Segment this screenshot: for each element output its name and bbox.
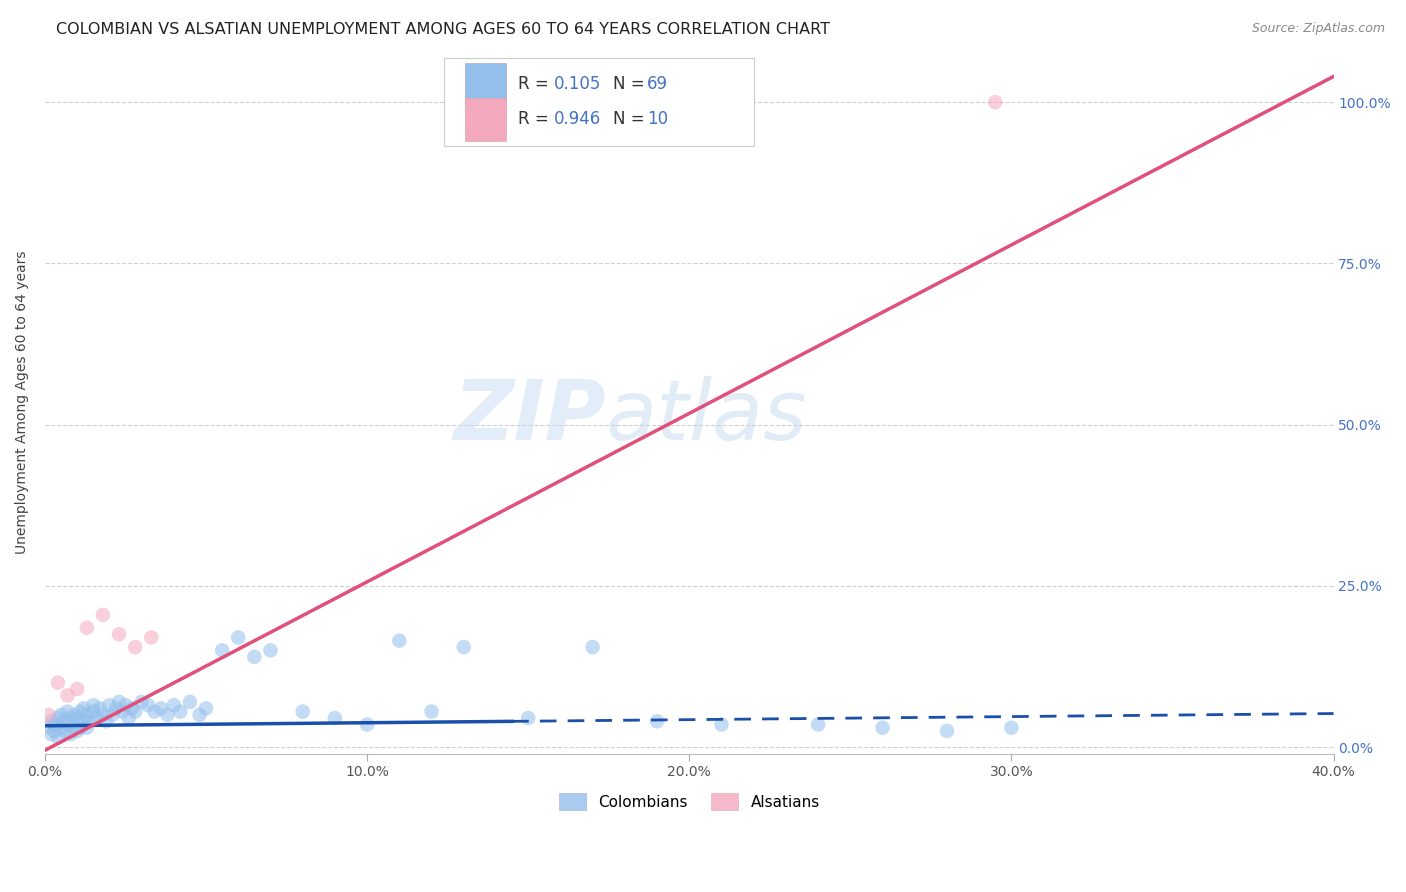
Point [807,717,830,731]
Point [259,643,281,657]
Legend: Colombians, Alsatians: Colombians, Alsatians [553,788,825,816]
Point [101,707,124,722]
Point [195,701,218,715]
Point [323,711,346,725]
Point [41,727,63,741]
Point [69,721,91,735]
Text: R =: R = [517,111,554,128]
Point [984,95,1007,110]
Point [136,698,159,713]
Point [56,689,79,703]
Point [56,717,79,731]
Text: COLOMBIAN VS ALSATIAN UNEMPLOYMENT AMONG AGES 60 TO 64 YEARS CORRELATION CHART: COLOMBIAN VS ALSATIAN UNEMPLOYMENT AMONG… [56,22,830,37]
Text: 0.946: 0.946 [554,111,602,128]
Point [72,714,94,729]
Point [163,698,186,713]
Y-axis label: Unemployment Among Ages 60 to 64 years: Unemployment Among Ages 60 to 64 years [15,251,30,554]
Point [69,705,91,719]
Point [56,705,79,719]
Point [111,705,134,719]
Point [645,714,668,729]
Point [37,721,59,735]
Point [114,698,136,713]
Point [98,698,121,713]
Point [517,711,540,725]
Point [66,723,89,738]
Point [108,695,131,709]
Point [53,723,76,738]
Text: ZIP: ZIP [453,376,606,457]
Point [124,705,146,719]
Point [872,721,894,735]
Point [46,731,69,745]
Point [82,705,104,719]
Text: 0.105: 0.105 [554,75,602,93]
Text: N =: N = [613,111,650,128]
Point [108,627,131,641]
Point [96,714,118,729]
Point [66,681,89,696]
Point [156,707,179,722]
Point [89,701,111,715]
Point [291,705,314,719]
Point [118,711,141,725]
Point [41,714,63,729]
Point [243,649,266,664]
Point [37,707,59,722]
Point [91,707,114,722]
Point [59,711,82,725]
Point [76,621,98,635]
Text: Source: ZipAtlas.com: Source: ZipAtlas.com [1251,22,1385,36]
Point [86,711,108,725]
Point [453,640,475,654]
Point [388,633,411,648]
Point [76,707,98,722]
Point [63,721,86,735]
FancyBboxPatch shape [465,98,506,141]
Point [179,695,201,709]
Point [82,698,104,713]
Text: N =: N = [613,75,650,93]
Point [420,705,443,719]
Point [143,705,166,719]
Text: R =: R = [517,75,554,93]
Point [63,707,86,722]
Point [169,705,191,719]
Point [46,675,69,690]
Point [53,714,76,729]
FancyBboxPatch shape [465,62,506,105]
Point [72,701,94,715]
Point [710,717,733,731]
Point [66,711,89,725]
Point [356,717,378,731]
Text: 10: 10 [647,111,668,128]
FancyBboxPatch shape [444,58,754,145]
Point [211,643,233,657]
Point [104,701,127,715]
Point [76,721,98,735]
Point [131,695,153,709]
Point [44,723,66,738]
Point [79,714,101,729]
Point [59,727,82,741]
Point [49,721,72,735]
Point [44,717,66,731]
Point [936,723,959,738]
Point [188,707,211,722]
Point [226,631,249,645]
Point [124,640,146,654]
Point [149,701,172,715]
Text: 69: 69 [647,75,668,93]
Point [46,711,69,725]
Point [91,607,114,622]
Point [1000,721,1022,735]
Point [581,640,603,654]
Text: atlas: atlas [606,376,807,457]
Point [121,701,143,715]
Point [141,631,163,645]
Point [49,707,72,722]
